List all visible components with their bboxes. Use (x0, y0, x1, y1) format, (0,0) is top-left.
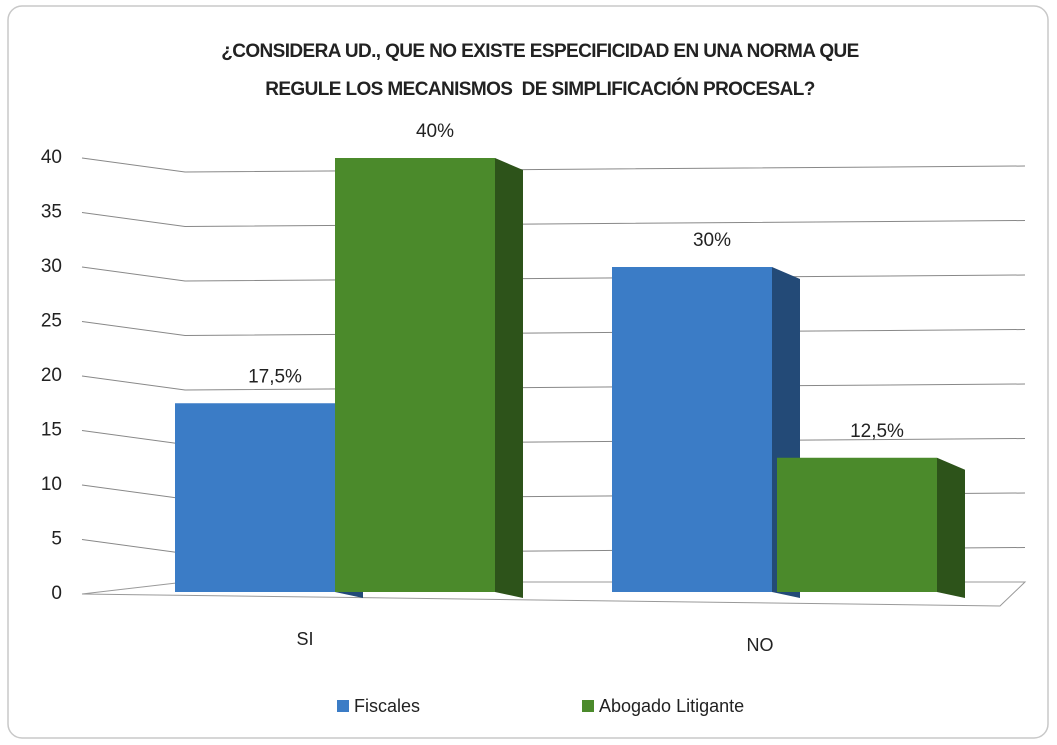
chart-frame (7, 5, 1049, 739)
chart-title: ¿CONSIDERA UD., QUE NO EXISTE ESPECIFICI… (221, 41, 859, 62)
y-tick-label: 0 (51, 583, 62, 604)
grid-line (81, 157, 1026, 173)
legend-swatch (582, 700, 594, 712)
bar-side (937, 457, 965, 598)
grid-line (81, 212, 1026, 228)
y-tick-label: 35 (41, 202, 62, 223)
y-tick-label: 25 (41, 311, 62, 332)
x-tick-label: NO (747, 635, 774, 655)
y-tick-label: 5 (51, 529, 62, 550)
y-tick-label: 40 (41, 147, 62, 168)
legend-label: Fiscales (354, 696, 420, 716)
y-tick-label: 20 (41, 365, 62, 386)
legend-label: Abogado Litigante (599, 696, 744, 716)
data-label: 30% (693, 230, 731, 251)
data-label: 40% (416, 121, 454, 142)
y-tick-label: 10 (41, 474, 62, 495)
data-label: 17,5% (248, 366, 302, 387)
bar-side (495, 158, 523, 598)
bar (335, 158, 495, 592)
y-tick-label: 15 (41, 420, 62, 441)
y-tick-label: 30 (41, 256, 62, 277)
bar (175, 403, 335, 592)
x-tick-label: SI (296, 629, 313, 649)
bar (612, 267, 772, 592)
bar (777, 457, 937, 592)
legend-swatch (337, 700, 349, 712)
data-label: 12,5% (850, 421, 904, 442)
chart-title: REGULE LOS MECANISMOS DE SIMPLIFICACIÓN … (265, 78, 815, 100)
